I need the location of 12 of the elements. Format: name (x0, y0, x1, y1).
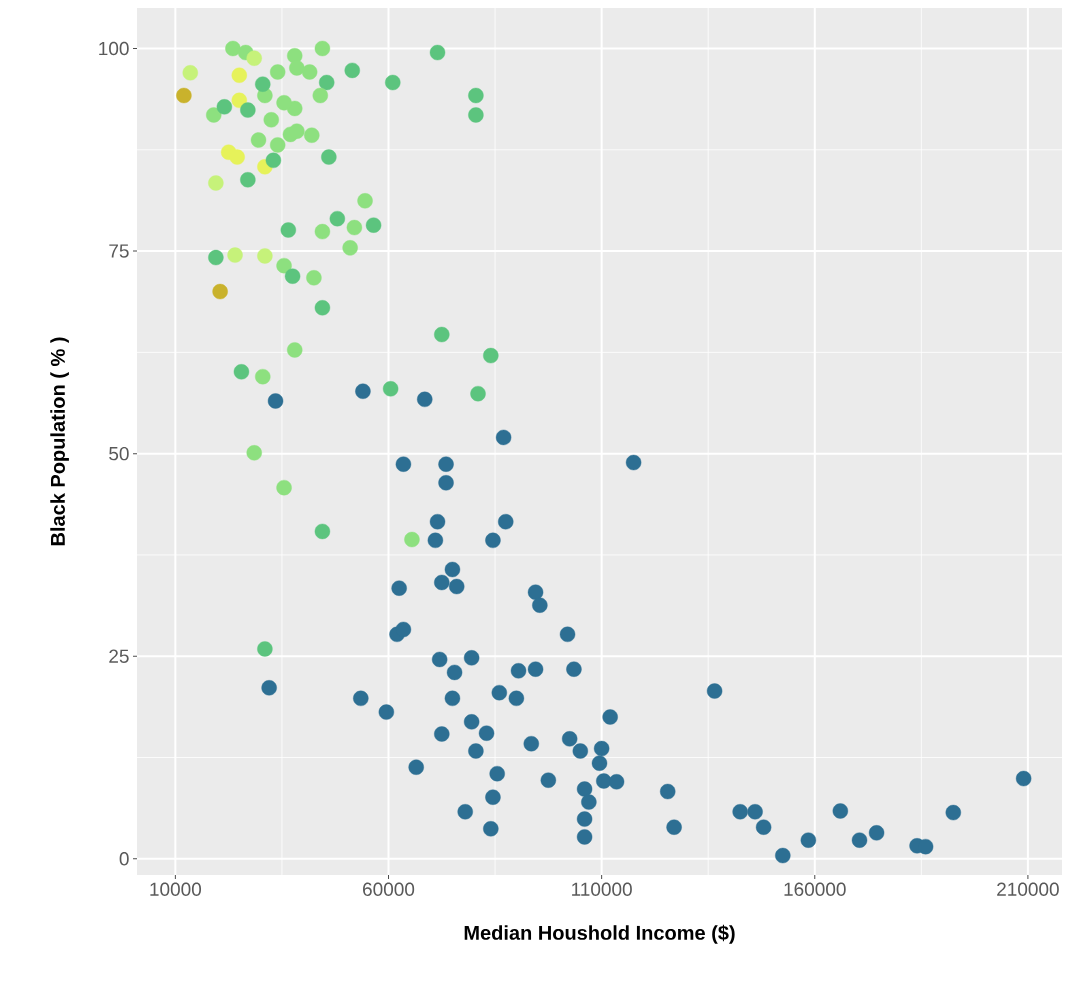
x-tick-label: 210000 (997, 882, 1059, 896)
y-tick-label: 75 (109, 244, 129, 258)
y-tick-label: 50 (109, 446, 129, 461)
y-tick-label: 100 (99, 41, 129, 56)
x-tick-label: 10000 (150, 882, 202, 896)
x-tick-label: 110000 (572, 882, 632, 896)
y-tick-label: 0 (119, 852, 129, 866)
x-axis-title: Median Houshold Income ($) (464, 924, 735, 944)
y-tick-label: 25 (109, 649, 129, 663)
y-axis-title: Black Population ( % ) (50, 337, 69, 546)
x-tick-label: 60000 (363, 882, 415, 896)
x-tick-label: 160000 (784, 882, 846, 896)
